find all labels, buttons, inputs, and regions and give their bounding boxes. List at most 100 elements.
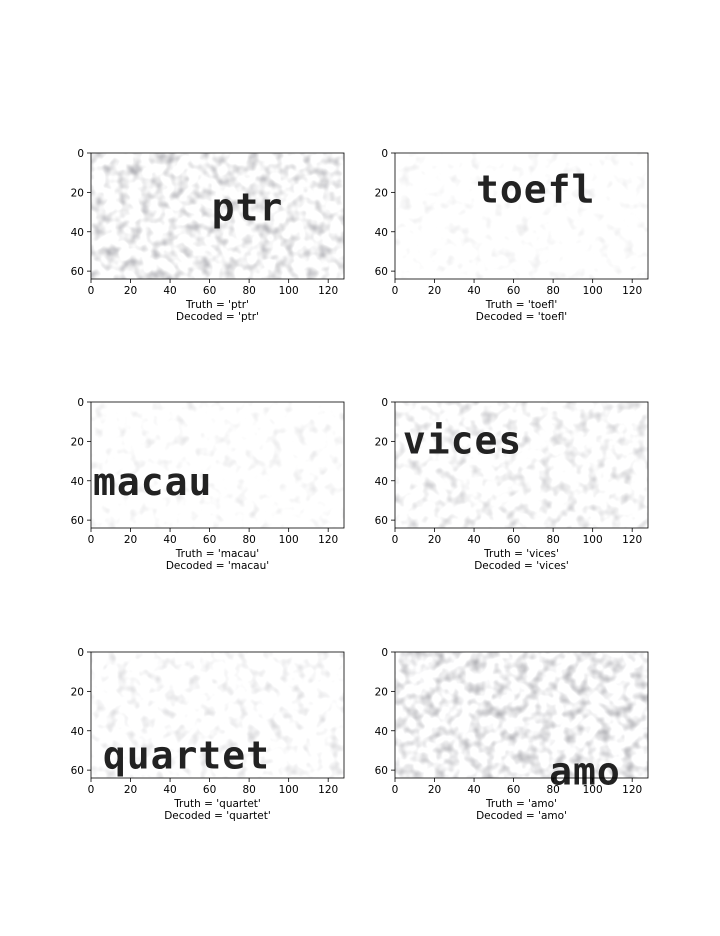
y-tick-label: 60 xyxy=(375,765,388,777)
decoded-label: Decoded = 'ptr' xyxy=(176,311,259,323)
axes-frame xyxy=(90,152,345,280)
y-tick-label: 40 xyxy=(375,476,388,488)
y-tick-label: 0 xyxy=(77,647,84,659)
x-tick-label: 60 xyxy=(203,534,216,546)
x-tick-label: 40 xyxy=(163,784,176,796)
x-tick-label: 60 xyxy=(507,285,520,297)
y-tick-label: 20 xyxy=(71,187,84,199)
subplot-1: ptr 0 20 40 60 80 100 120 0 20 40 60 Truth = 'ptr'De… xyxy=(71,148,345,323)
decoded-label: Decoded = 'vices' xyxy=(474,560,569,572)
subplot-4: vices 0 20 40 60 80 100 120 0 20 40 60 Truth = 'vice… xyxy=(375,397,649,572)
y-tick-label: 60 xyxy=(71,765,84,777)
truth-label: Truth = 'macau' xyxy=(175,548,259,560)
y-tick-label: 0 xyxy=(381,647,388,659)
x-tick-label: 0 xyxy=(392,784,399,796)
x-tick-label: 20 xyxy=(124,784,137,796)
truth-label: Truth = 'toefl' xyxy=(485,299,557,311)
y-tick-label: 20 xyxy=(375,436,388,448)
x-tick-label: 120 xyxy=(622,534,642,546)
y-tick-label: 40 xyxy=(71,227,84,239)
x-tick-label: 80 xyxy=(242,285,255,297)
x-tick-label: 80 xyxy=(546,784,559,796)
subplot-2: toefl 0 20 40 60 80 100 120 0 20 40 60 Truth = 'toef… xyxy=(375,148,649,323)
x-tick-label: 40 xyxy=(467,285,480,297)
x-tick-label: 100 xyxy=(583,285,603,297)
y-tick-label: 20 xyxy=(71,436,84,448)
x-tick-label: 60 xyxy=(203,784,216,796)
x-tick-label: 20 xyxy=(428,784,441,796)
axes-frame xyxy=(90,651,345,779)
x-tick-label: 120 xyxy=(318,534,338,546)
x-tick-label: 80 xyxy=(546,285,559,297)
x-tick-label: 40 xyxy=(467,534,480,546)
truth-label: Truth = 'ptr' xyxy=(185,299,249,311)
image-noise xyxy=(395,652,648,778)
x-tick-label: 0 xyxy=(392,534,399,546)
x-tick-label: 40 xyxy=(467,784,480,796)
y-tick-label: 0 xyxy=(381,148,388,160)
x-tick-label: 0 xyxy=(392,285,399,297)
x-tick-label: 20 xyxy=(428,534,441,546)
axes-frame xyxy=(394,651,649,779)
y-tick-label: 60 xyxy=(71,515,84,527)
image-noise xyxy=(395,402,648,528)
x-tick-label: 20 xyxy=(124,534,137,546)
subplot-6: amo 0 20 40 60 80 100 120 0 20 40 60 Truth = 'amo'De… xyxy=(375,647,649,822)
x-tick-label: 0 xyxy=(88,534,95,546)
captcha-word: ptr xyxy=(212,185,284,229)
captcha-word: vices xyxy=(403,419,522,463)
x-tick-label: 60 xyxy=(507,784,520,796)
x-tick-label: 0 xyxy=(88,784,95,796)
image-noise xyxy=(395,153,648,279)
x-tick-label: 80 xyxy=(242,534,255,546)
y-tick-label: 60 xyxy=(375,266,388,278)
truth-label: Truth = 'quartet' xyxy=(173,798,261,810)
decoded-label: Decoded = 'amo' xyxy=(476,810,567,822)
x-tick-label: 120 xyxy=(622,285,642,297)
y-tick-label: 20 xyxy=(71,686,84,698)
x-tick-label: 60 xyxy=(507,534,520,546)
axes-frame xyxy=(90,401,345,529)
y-tick-label: 40 xyxy=(71,476,84,488)
captcha-word: quartet xyxy=(103,734,270,778)
truth-label: Truth = 'vices' xyxy=(483,548,559,560)
captcha-word: macau xyxy=(93,460,212,504)
x-tick-label: 80 xyxy=(546,534,559,546)
truth-label: Truth = 'amo' xyxy=(485,798,557,810)
decoded-label: Decoded = 'quartet' xyxy=(164,810,271,822)
axes-frame xyxy=(394,401,649,529)
x-tick-label: 100 xyxy=(279,534,299,546)
decoded-label: Decoded = 'toefl' xyxy=(476,311,567,323)
image-noise xyxy=(91,153,344,279)
x-tick-label: 100 xyxy=(279,784,299,796)
y-tick-label: 20 xyxy=(375,686,388,698)
image-noise xyxy=(91,652,344,778)
captcha-word: amo xyxy=(549,749,621,793)
subplot-3: macau 0 20 40 60 80 100 120 0 20 40 60 Truth = 'maca… xyxy=(71,397,345,572)
y-tick-label: 0 xyxy=(77,148,84,160)
x-tick-label: 120 xyxy=(318,784,338,796)
y-tick-label: 40 xyxy=(71,726,84,738)
x-tick-label: 80 xyxy=(242,784,255,796)
x-tick-label: 100 xyxy=(583,534,603,546)
decoded-label: Decoded = 'macau' xyxy=(166,560,269,572)
y-tick-label: 0 xyxy=(77,397,84,409)
image-noise xyxy=(91,402,344,528)
x-tick-label: 120 xyxy=(318,285,338,297)
x-tick-label: 0 xyxy=(88,285,95,297)
y-tick-label: 20 xyxy=(375,187,388,199)
axes-frame xyxy=(394,152,649,280)
y-tick-label: 40 xyxy=(375,726,388,738)
x-tick-label: 20 xyxy=(428,285,441,297)
x-tick-label: 120 xyxy=(622,784,642,796)
subplot-5: quartet 0 20 40 60 80 100 120 0 20 40 60 Truth = 'qu… xyxy=(71,647,345,822)
y-tick-label: 0 xyxy=(381,397,388,409)
y-tick-label: 60 xyxy=(71,266,84,278)
captcha-word: toefl xyxy=(476,168,595,212)
y-tick-label: 40 xyxy=(375,227,388,239)
x-tick-label: 100 xyxy=(279,285,299,297)
x-tick-label: 40 xyxy=(163,534,176,546)
x-tick-label: 100 xyxy=(583,784,603,796)
y-tick-label: 60 xyxy=(375,515,388,527)
